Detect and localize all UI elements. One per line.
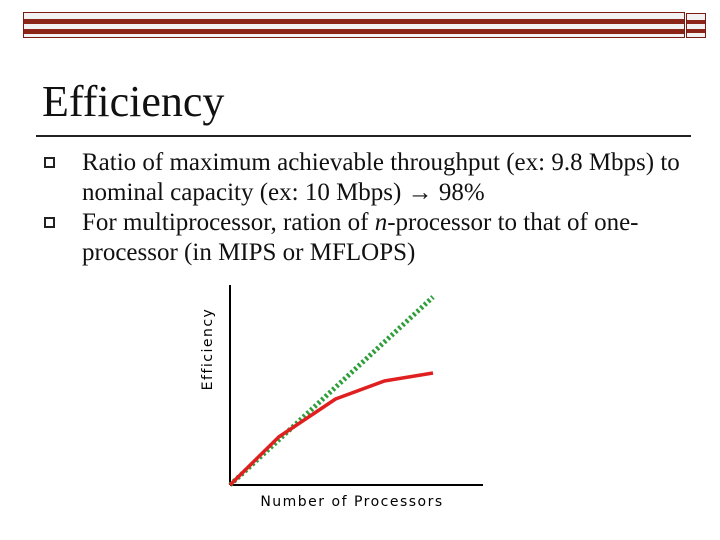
x-axis-label: Number of Processors: [260, 494, 443, 510]
corner-stripe: [687, 29, 705, 33]
bullet-item: Ratio of maximum achievable throughput (…: [40, 148, 710, 208]
bullet-text: -processor to that of one-processor (in …: [82, 209, 639, 266]
series-line-actual: [228, 371, 434, 487]
bullet-text-italic: n: [374, 209, 388, 236]
bullet-text: Ratio of maximum achievable throughput (…: [82, 149, 680, 206]
header-corner-block: [686, 13, 706, 38]
bullet-text: 98%: [432, 179, 485, 206]
square-bullet-icon: [44, 157, 55, 168]
title-underline: [36, 135, 691, 137]
header-bar: [23, 12, 685, 38]
right-arrow-icon: →: [407, 179, 433, 206]
chart-series: [228, 295, 435, 487]
bullet-list: Ratio of maximum achievable throughput (…: [40, 148, 710, 268]
slide-title: Efficiency: [42, 77, 225, 126]
chart-axes: [229, 285, 483, 486]
header-stripe: [24, 29, 684, 34]
header-stripe: [24, 19, 684, 24]
y-axis-label: Efficiency: [200, 308, 216, 391]
corner-stripe: [687, 20, 705, 24]
bullet-text: For multiprocessor, ration of: [82, 209, 375, 236]
bullet-item: For multiprocessor, ration of n-processo…: [40, 208, 710, 268]
square-bullet-icon: [44, 217, 55, 228]
